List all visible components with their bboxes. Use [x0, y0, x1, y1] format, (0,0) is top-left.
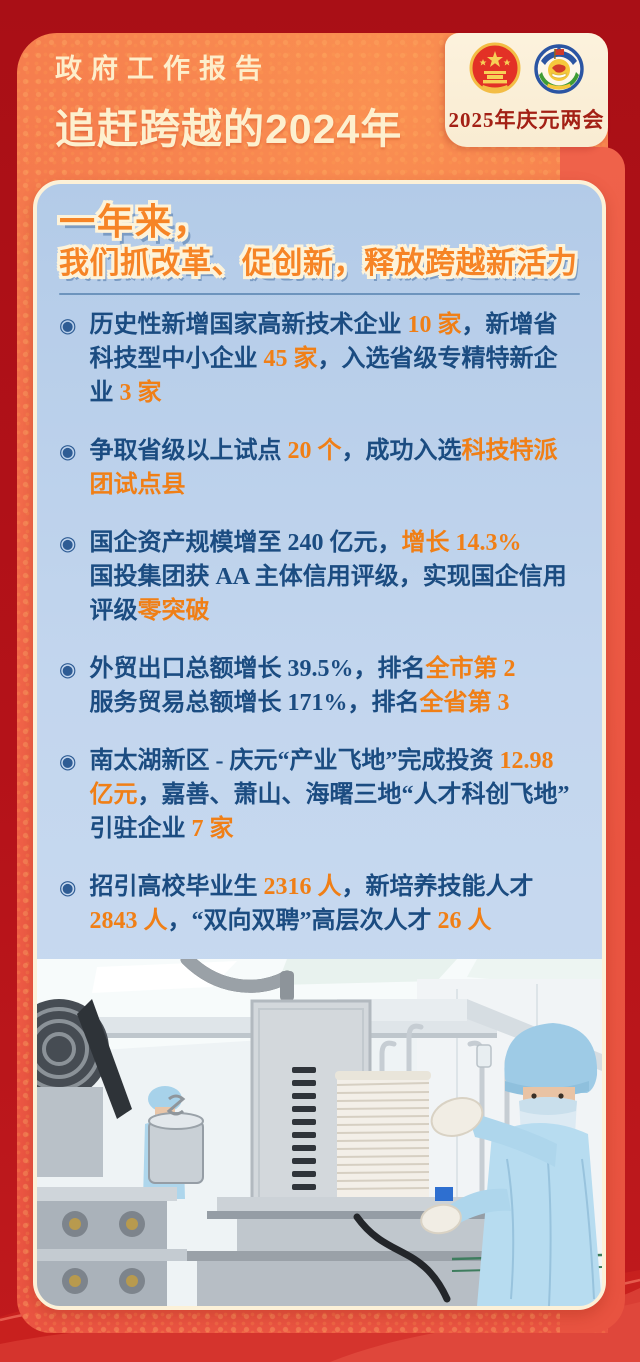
achievement-list: ◉ 历史性新增国家高新技术企业 10 家，新增省 科技型中小企业 45 家，入选省级…: [37, 308, 602, 938]
badge-label: 2025年庆元两会: [448, 108, 605, 132]
session-badge: 2025年庆元两会: [445, 33, 608, 147]
bullet-icon: ◉: [59, 875, 77, 899]
bullet-icon: ◉: [59, 313, 77, 337]
achievement-text: 南太湖新区 - 庆元“产业飞地”完成投资 12.98 亿元，嘉善、萧山、海曙三地“…: [89, 748, 570, 842]
page-title: 追赶跨越的2024年: [55, 106, 403, 152]
achievement-item: ◉ 南太湖新区 - 庆元“产业飞地”完成投资 12.98 亿元，嘉善、萧山、海曙三地…: [59, 744, 592, 846]
achievement-text: 国企资产规模增至 240 亿元，增长 14.3% 国投集团获 AA 主体信用评级，…: [89, 530, 567, 624]
achievement-text: 外贸出口总额增长 39.5%，排名全市第 2 服务贸易总额增长 171%，排名全省…: [89, 656, 516, 716]
header: 政府工作报告 追赶跨越的2024年: [55, 47, 402, 155]
achievement-item: ◉ 国企资产规模增至 240 亿元，增长 14.3% 国投集团获 AA 主体信用评级…: [59, 526, 592, 628]
bullet-icon: ◉: [59, 439, 77, 463]
national-emblem-icon: [469, 41, 521, 102]
card-title-line-1: 一年来，: [59, 201, 212, 242]
bullet-icon: ◉: [59, 531, 77, 555]
card-title-line-2: 我们抓改革、促创新，释放跨越新活力: [59, 247, 578, 280]
cleanroom-factory-photo: [37, 959, 602, 1306]
achievement-item: ◉ 外贸出口总额增长 39.5%，排名全市第 2 服务贸易总额增长 171%，排名全…: [59, 652, 592, 720]
card-title: 一年来， 我们抓改革、促创新，释放跨越新活力: [37, 184, 602, 284]
header-kicker: 政府工作报告: [55, 54, 271, 84]
emblem-row: [445, 41, 608, 102]
cppcc-emblem-icon: [533, 41, 585, 102]
bullet-icon: ◉: [59, 749, 77, 773]
content-card: 一年来， 我们抓改革、促创新，释放跨越新活力 ◉ 历史性新增国家高新技术企业 10…: [33, 180, 606, 1310]
achievement-text: 历史性新增国家高新技术企业 10 家，新增省 科技型中小企业 45 家，入选省级专…: [89, 312, 558, 406]
achievement-text: 争取省级以上试点 20 个，成功入选科技特派 团试点县: [89, 438, 558, 498]
achievement-item: ◉ 争取省级以上试点 20 个，成功入选科技特派 团试点县: [59, 434, 592, 502]
achievement-item: ◉ 历史性新增国家高新技术企业 10 家，新增省 科技型中小企业 45 家，入选省级…: [59, 308, 592, 410]
achievement-item: ◉ 招引高校毕业生 2316 人，新培养技能人才 2843 人，“双向双聘”高层次人…: [59, 870, 592, 938]
title-divider: [59, 293, 580, 295]
achievement-text: 招引高校毕业生 2316 人，新培养技能人才 2843 人，“双向双聘”高层次人才…: [89, 874, 534, 934]
bullet-icon: ◉: [59, 657, 77, 681]
